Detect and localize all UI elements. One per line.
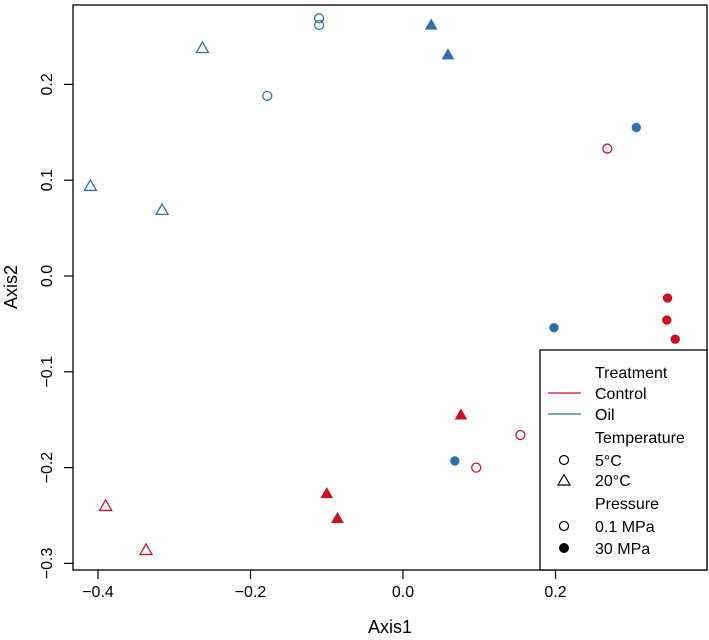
data-point: [471, 462, 482, 473]
data-point: [602, 143, 613, 154]
data-point: [515, 429, 526, 441]
legend-temperature-title: Temperature: [595, 430, 685, 447]
y-axis: −0.3 −0.2 −0.1 0.0 0.1 0.2: [39, 73, 74, 580]
y-tick-label: 0.0: [39, 265, 56, 287]
legend-triangle-icon: [556, 473, 572, 486]
x-tick-label: 0.0: [392, 584, 414, 601]
data-point: [154, 202, 170, 216]
data-point: [313, 13, 325, 24]
data-point: [441, 48, 455, 60]
legend-circle-icon: [558, 454, 570, 466]
legend-pressure-title: Pressure: [595, 496, 659, 513]
y-tick-label: 0.2: [39, 73, 56, 95]
y-tick-label: −0.3: [39, 548, 56, 580]
data-point: [424, 18, 438, 30]
data-point: [331, 511, 344, 523]
data-point: [320, 486, 334, 499]
y-tick-label: 0.1: [39, 169, 56, 191]
legend-01mpa-label: 0.1 MPa: [595, 519, 655, 536]
data-points: [83, 13, 680, 556]
data-point: [450, 456, 460, 466]
y-tick-label: −0.1: [39, 356, 56, 388]
legend-20c-label: 20°C: [595, 473, 631, 490]
data-point: [83, 178, 98, 192]
legend-box: [539, 349, 708, 571]
legend-oil-label: Oil: [595, 407, 615, 424]
data-point: [98, 498, 113, 512]
data-point: [138, 542, 154, 556]
y-axis-title: Axis2: [1, 265, 21, 309]
legend-open-circle-icon: [558, 520, 570, 532]
x-axis-title: Axis1: [368, 617, 412, 637]
x-axis: −0.4 −0.2 0.0 0.2: [82, 569, 567, 601]
data-point: [454, 408, 468, 420]
data-point: [670, 334, 680, 344]
data-point: [631, 122, 642, 133]
legend-treatment-title: Treatment: [595, 365, 668, 382]
y-tick-label: −0.2: [39, 452, 56, 484]
legend-30mpa-label: 30 MPa: [595, 541, 650, 558]
data-point: [549, 323, 559, 333]
legend-filled-circle-icon: [559, 543, 569, 553]
data-point: [313, 19, 325, 31]
data-point: [262, 90, 273, 102]
legend-5c-label: 5°C: [595, 453, 622, 470]
data-point: [195, 40, 210, 54]
x-tick-label: −0.2: [235, 584, 267, 601]
data-point: [662, 315, 672, 325]
x-tick-label: −0.4: [82, 584, 114, 601]
legend-control-label: Control: [595, 386, 647, 403]
data-point: [662, 293, 673, 303]
legend: Treatment Control Oil Temperature 5°C 20…: [539, 349, 708, 571]
x-tick-label: 0.2: [544, 584, 566, 601]
